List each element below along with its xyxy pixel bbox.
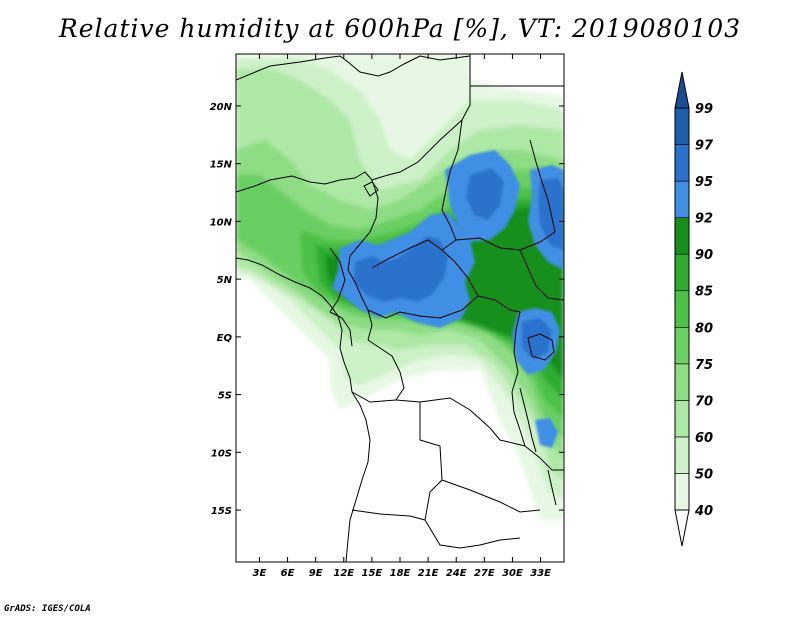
colorbar-box — [674, 400, 690, 438]
colorbar-upper-triangle — [674, 71, 690, 109]
y-tick-label: 10S — [211, 448, 232, 459]
border-drc-east — [511, 311, 526, 447]
y-axis: 20N 15N 10N 5N EQ 5S 10S 15S — [210, 102, 564, 517]
x-tick-label: 21E — [418, 568, 439, 579]
border-south-sudan-drc — [477, 295, 521, 313]
border-car-south — [367, 295, 479, 319]
border-sudan-ethiopia — [529, 139, 556, 233]
border-chad-sudan — [441, 119, 463, 251]
colorbar-box — [674, 436, 690, 474]
colorbar-label: 97 — [695, 139, 714, 154]
colorbar-label: 60 — [695, 431, 713, 446]
colorbar-label: 70 — [695, 394, 713, 409]
x-tick-label: 9E — [309, 568, 323, 579]
border-angola-namibia — [351, 509, 426, 521]
colorbar-box — [674, 326, 690, 365]
y-tick-label: 5N — [217, 275, 233, 286]
x-tick-label: 15E — [362, 568, 383, 579]
border-chad-west — [347, 179, 379, 283]
rh-deep-4 — [522, 318, 552, 360]
border-botswana — [424, 519, 521, 549]
x-tick-label: 33E — [530, 568, 551, 579]
border-congo-drc — [367, 339, 405, 401]
border-egypt-sudan — [469, 54, 564, 87]
border-algeria-niger — [236, 55, 421, 81]
y-tick-label: 10N — [210, 217, 233, 228]
x-tick-label: 3E — [253, 568, 267, 579]
colorbar-box — [674, 253, 690, 292]
border-car-sudan — [441, 249, 479, 297]
border-gabon — [329, 311, 353, 347]
colorbar-box — [674, 107, 690, 145]
colorbar: 40 50 60 70 75 80 85 90 92 95 97 99 — [674, 71, 714, 547]
lake-victoria — [527, 333, 555, 361]
y-tick-label: 20N — [210, 102, 233, 113]
colorbar-label: 75 — [695, 358, 713, 373]
colorbar-label: 92 — [695, 212, 713, 227]
rh-core-tanganyika — [535, 418, 558, 448]
border-sudan-south — [455, 231, 556, 251]
lake-chad — [363, 181, 379, 197]
y-tick-label: EQ — [217, 333, 233, 344]
colorbar-box — [674, 473, 690, 511]
y-tick-label: 15S — [211, 506, 232, 517]
border-nigeria-cameroon — [329, 247, 346, 313]
x-axis: 3E 6E 9E 12E 15E 18E 21E 24E 27E 30E 33E — [253, 54, 551, 579]
border-zambia-south — [441, 479, 541, 513]
colorbar-box — [674, 144, 690, 182]
colorbar-label: 85 — [695, 285, 713, 300]
border-angola-drc — [351, 391, 397, 403]
colorbar-label: 95 — [695, 175, 713, 190]
colorbar-lower-triangle — [674, 509, 690, 547]
colorbar-label: 80 — [695, 321, 713, 336]
colorbar-outline — [674, 107, 690, 511]
rh-deep-1 — [354, 236, 448, 302]
grads-credit: GrADS: IGES/COLA — [4, 604, 91, 614]
x-tick-label: 24E — [446, 568, 467, 579]
x-tick-label: 12E — [333, 568, 354, 579]
rh-deep-2 — [466, 168, 504, 220]
colorbar-label: 40 — [694, 504, 713, 519]
border-ethiopia — [519, 249, 564, 301]
y-tick-label: 15N — [210, 160, 233, 171]
border-zambia-tanzania — [524, 445, 564, 471]
x-tick-label: 30E — [502, 568, 523, 579]
colorbar-box — [674, 217, 690, 255]
border-niger-nigeria — [236, 171, 373, 193]
colorbar-box — [674, 180, 690, 218]
colorbar-label: 90 — [695, 248, 713, 263]
colorbar-label: 99 — [695, 102, 713, 117]
country-borders — [236, 54, 564, 562]
border-chad-libya — [371, 119, 463, 181]
border-car-north — [371, 239, 443, 269]
border-angola-zambia — [419, 402, 443, 521]
x-tick-label: 27E — [474, 568, 495, 579]
x-tick-label: 6E — [281, 568, 295, 579]
x-tick-label: 18E — [390, 568, 411, 579]
colorbar-label: 50 — [695, 467, 713, 482]
y-tick-label: 5S — [218, 391, 232, 402]
colorbar-box — [674, 363, 690, 401]
lake-malawi — [547, 469, 557, 506]
coastline-west — [236, 257, 371, 562]
lake-tanganyika — [519, 387, 537, 453]
map-title: Relative humidity at 600hPa [%], VT: 201… — [58, 14, 742, 43]
colorbar-box — [674, 290, 690, 328]
